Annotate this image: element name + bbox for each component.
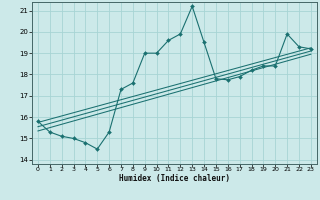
X-axis label: Humidex (Indice chaleur): Humidex (Indice chaleur) <box>119 174 230 183</box>
